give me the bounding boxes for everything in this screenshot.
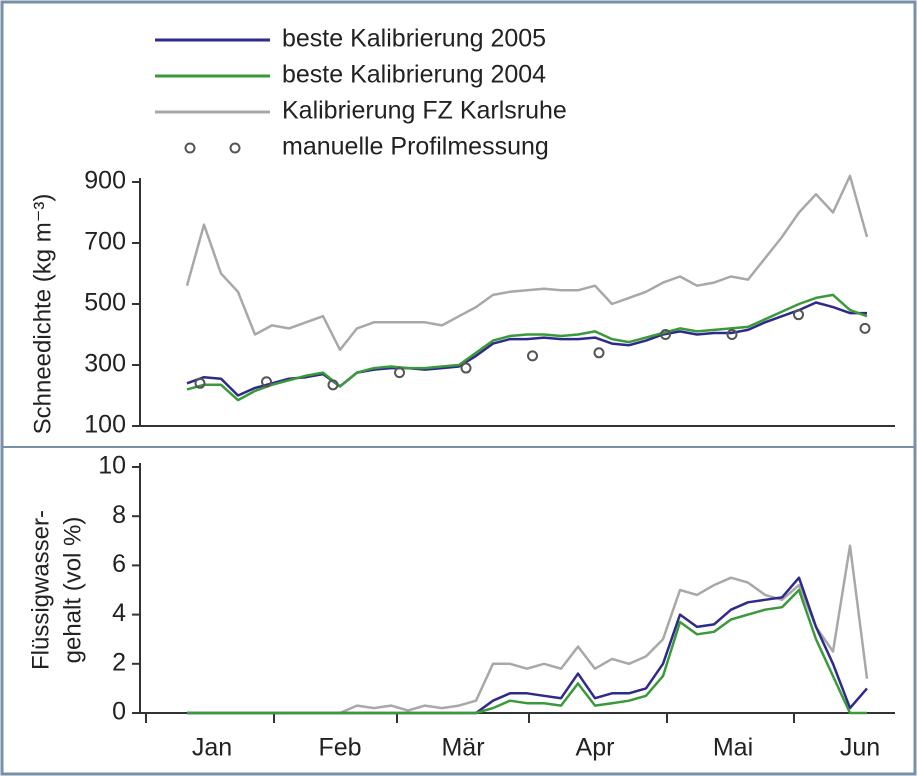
measurement-point xyxy=(593,347,605,359)
y-tick-label: 300 xyxy=(84,350,126,378)
y-tick-label: 100 xyxy=(84,411,126,439)
x-tick-label: Jun xyxy=(840,734,880,762)
legend-marker xyxy=(229,142,241,154)
y-tick-label: 700 xyxy=(84,228,126,256)
legend-label: beste Kalibrierung 2004 xyxy=(282,61,546,89)
measurement-point xyxy=(859,322,871,334)
measurement-point xyxy=(460,362,472,374)
x-tick-label: Mär xyxy=(441,734,484,762)
measurement-point xyxy=(793,309,804,321)
y-axis-label: Schneedichte (kg m⁻³) xyxy=(29,194,56,435)
y-axis-label: Flüssigwasser- xyxy=(27,510,54,670)
legend-marker xyxy=(184,142,196,154)
legend-entry: manuelle Profilmessung xyxy=(184,133,549,161)
measurement-point xyxy=(394,367,405,379)
measurement-point xyxy=(726,329,738,340)
x-tick-label: Mai xyxy=(713,734,753,762)
series-line xyxy=(187,588,867,715)
legend-label: Kalibrierung FZ Karlsruhe xyxy=(282,97,567,125)
y-tick-label: 500 xyxy=(84,289,126,317)
y-tick-label: 8 xyxy=(112,501,126,529)
y-tick-label: 900 xyxy=(84,167,126,195)
series-line xyxy=(186,293,868,402)
x-tick-label: Jan xyxy=(192,734,232,762)
x-tick-label: Feb xyxy=(318,734,361,762)
legend-label: beste Kalibrierung 2005 xyxy=(282,25,546,53)
measurement-point xyxy=(327,379,339,391)
y-tick-label: 4 xyxy=(112,599,126,627)
legend-entry: beste Kalibrierung 2004 xyxy=(155,61,546,89)
legend-entry: beste Kalibrierung 2005 xyxy=(155,25,546,53)
measurement-point xyxy=(194,377,206,389)
measurement-point xyxy=(527,350,538,362)
y-tick-label: 10 xyxy=(98,452,126,480)
y-tick-label: 6 xyxy=(112,550,126,578)
measurement-point xyxy=(261,376,272,388)
x-tick-label: Apr xyxy=(576,734,615,762)
legend-label: manuelle Profilmessung xyxy=(282,133,549,161)
legend-entry: Kalibrierung FZ Karlsruhe xyxy=(155,97,567,125)
measurement-point xyxy=(660,329,671,340)
y-axis-label: gehalt (vol %) xyxy=(59,517,86,664)
series-line xyxy=(185,174,869,352)
y-tick-label: 0 xyxy=(112,698,126,726)
y-tick-label: 2 xyxy=(112,648,126,676)
